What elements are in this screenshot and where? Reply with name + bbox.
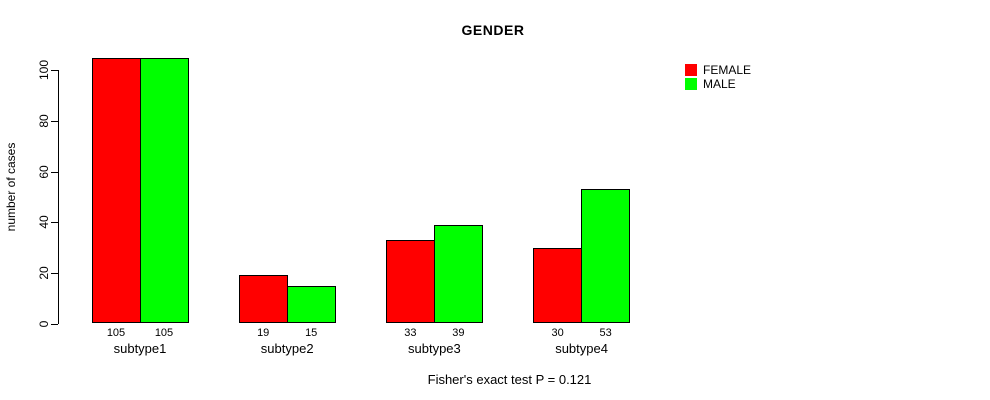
y-tick-mark [51,272,58,274]
bar-value-label: 19 [257,327,270,339]
bar-female-subtype4 [533,247,583,324]
bar-male-subtype2 [286,285,336,324]
y-tick-label: 40 [37,215,51,229]
bar-female-subtype3 [385,239,435,324]
y-tick-label: 80 [37,114,51,128]
legend-swatch-male [685,78,697,90]
y-tick-mark [51,121,58,123]
y-tick-mark [51,323,58,325]
x-category-label: subtype2 [260,341,314,356]
bar-value-label: 105 [106,327,126,339]
x-category-label: subtype1 [113,341,167,356]
legend-swatch-female [685,64,697,76]
bar-value-label: 39 [452,327,465,339]
legend-item-female: FEMALE [685,63,752,77]
bar-value-label: 105 [154,327,174,339]
y-axis-line [58,70,59,325]
bar-value-label: 15 [305,327,318,339]
bar-value-label: 33 [404,327,417,339]
y-tick-mark [51,70,58,72]
x-category-label: subtype3 [408,341,461,356]
chart-title: GENDER [461,22,525,38]
y-tick-label: 100 [37,60,51,81]
y-tick-label: 60 [37,164,51,179]
legend-item-male: MALE [685,77,751,91]
legend: FEMALE MALE [685,63,752,92]
bar-male-subtype4 [581,189,631,324]
legend-label: MALE [703,77,736,91]
y-tick-mark [51,222,58,224]
y-tick-label: 20 [37,266,51,280]
bar-male-subtype1 [139,57,189,324]
x-category-label: subtype4 [555,341,608,356]
legend-label: FEMALE [703,63,752,77]
y-tick-mark [51,171,58,173]
bar-value-label: 53 [599,327,612,339]
annotation-caption: Fisher's exact test P = 0.121 [427,372,592,387]
bar-female-subtype1 [91,57,141,324]
y-tick-label: 0 [37,320,51,327]
bar-female-subtype2 [238,275,288,324]
bar-male-subtype3 [433,224,483,324]
bar-value-label: 30 [551,327,564,339]
